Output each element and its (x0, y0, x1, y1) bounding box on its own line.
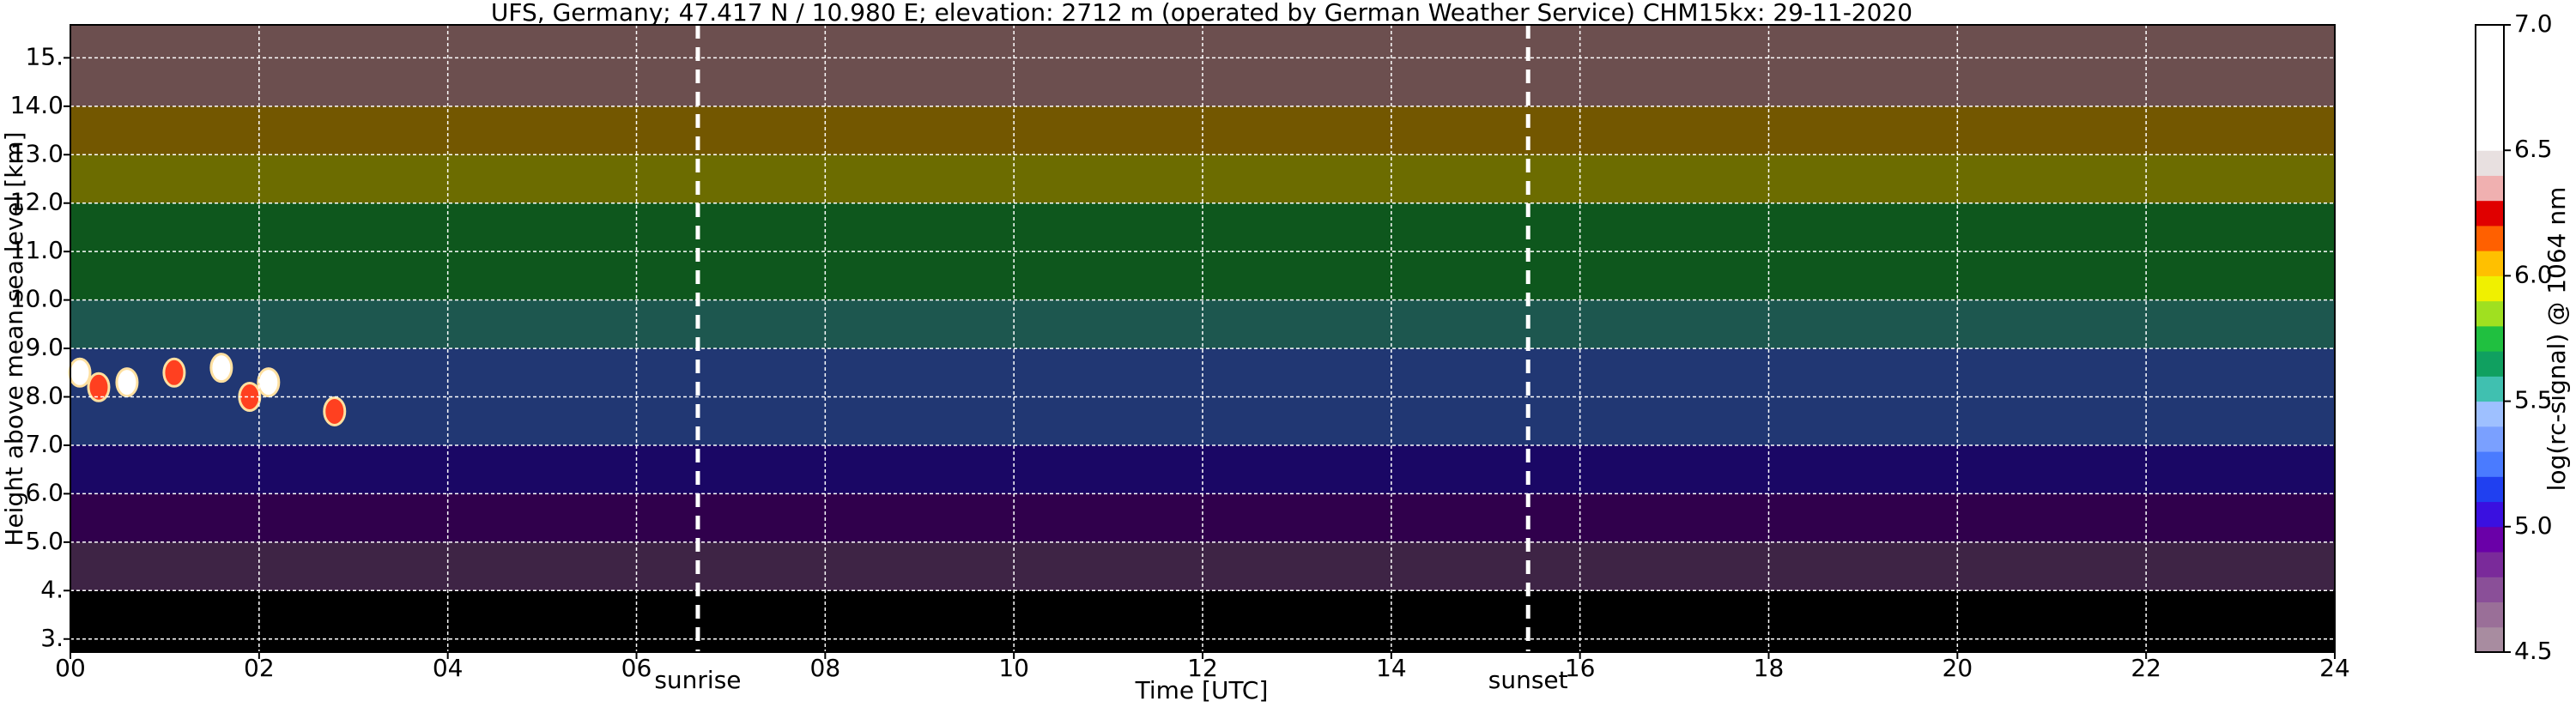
y-tick-label: 12.0 (10, 188, 64, 216)
cloud-point (87, 372, 111, 402)
x-tick-label: 00 (55, 654, 86, 682)
x-tick-label: 20 (1943, 654, 1973, 682)
colorbar-swatch (2476, 526, 2504, 553)
x-tick-label: 24 (2319, 654, 2350, 682)
colorbar-swatch (2476, 25, 2504, 51)
colorbar-tick-label: 4.5 (2514, 637, 2553, 665)
cloud-point (162, 357, 186, 388)
cloud-point (68, 357, 92, 388)
colorbar-swatch (2476, 552, 2504, 577)
colorbar-swatch (2476, 577, 2504, 603)
colorbar-swatch (2476, 351, 2504, 377)
x-tick-label: 06 (621, 654, 652, 682)
colorbar-tick-label: 6.5 (2514, 135, 2553, 163)
colorbar-frame (2475, 24, 2505, 653)
annotation-label: sunset (1488, 666, 1568, 694)
colorbar-swatch (2476, 476, 2504, 503)
x-tick-label: 08 (810, 654, 841, 682)
colorbar-swatch (2476, 175, 2504, 202)
colorbar-swatch (2476, 251, 2504, 276)
colorbar-swatch (2476, 225, 2504, 251)
x-tick-label: 10 (998, 654, 1029, 682)
y-tick-label: 8.0 (25, 382, 64, 410)
chart-title: UFS, Germany; 47.417 N / 10.980 E; eleva… (491, 0, 1912, 27)
y-tick-label: 11.0 (10, 236, 64, 264)
colorbar-tick-label: 7.0 (2514, 9, 2553, 38)
colorbar-swatch (2476, 75, 2504, 101)
y-tick-label: 13.0 (10, 139, 64, 167)
colorbar-swatch (2476, 325, 2504, 352)
x-tick-label: 22 (2131, 654, 2161, 682)
cloud-point (257, 367, 281, 398)
colorbar-label: log(rc-signal) @ 1064 nm (2543, 187, 2571, 492)
y-axis-label: Height above mean sea level [km] (0, 131, 28, 546)
y-tick-label: 15. (25, 42, 64, 70)
colorbar-swatch (2476, 200, 2504, 227)
colorbar-swatch (2476, 376, 2504, 402)
x-tick-label: 16 (1565, 654, 1596, 682)
y-tick-label: 9.0 (25, 333, 64, 361)
colorbar-tick-label: 6.0 (2514, 260, 2553, 288)
cloud-point (323, 396, 347, 426)
colorbar-swatch (2476, 275, 2504, 302)
plot-frame (70, 24, 2336, 653)
heatmap-cell (70, 251, 2335, 300)
cloud-point (115, 367, 139, 398)
colorbar-swatch (2476, 601, 2504, 628)
cloud-point (209, 353, 233, 384)
y-tick-label: 14.0 (10, 91, 64, 119)
colorbar-swatch (2476, 451, 2504, 477)
colorbar-swatch (2476, 626, 2504, 653)
colorbar-swatch (2476, 300, 2504, 327)
colorbar-tick-label: 5.0 (2514, 511, 2553, 540)
colorbar-swatch (2476, 100, 2504, 126)
x-tick-label: 18 (1754, 654, 1785, 682)
x-tick-label: 04 (433, 654, 464, 682)
colorbar-swatch (2476, 426, 2504, 452)
colorbar-swatch (2476, 501, 2504, 528)
colorbar-swatch (2476, 124, 2504, 151)
x-tick-label: 14 (1376, 654, 1407, 682)
y-tick-label: 7.0 (25, 430, 64, 458)
y-tick-label: 4. (40, 575, 64, 603)
y-tick-label: 6.0 (25, 478, 64, 506)
colorbar-tick-label: 5.5 (2514, 386, 2553, 414)
annotation-label: sunrise (654, 666, 741, 694)
y-tick-label: 3. (40, 624, 64, 652)
x-axis-label: Time [UTC] (1135, 676, 1269, 704)
y-tick-label: 10.0 (10, 285, 64, 313)
y-tick-label: 5.0 (25, 527, 64, 555)
x-tick-label: 02 (244, 654, 275, 682)
colorbar-swatch (2476, 401, 2504, 427)
colorbar-swatch (2476, 50, 2504, 76)
colorbar-swatch (2476, 150, 2504, 176)
x-tick-label: 12 (1187, 654, 1218, 682)
